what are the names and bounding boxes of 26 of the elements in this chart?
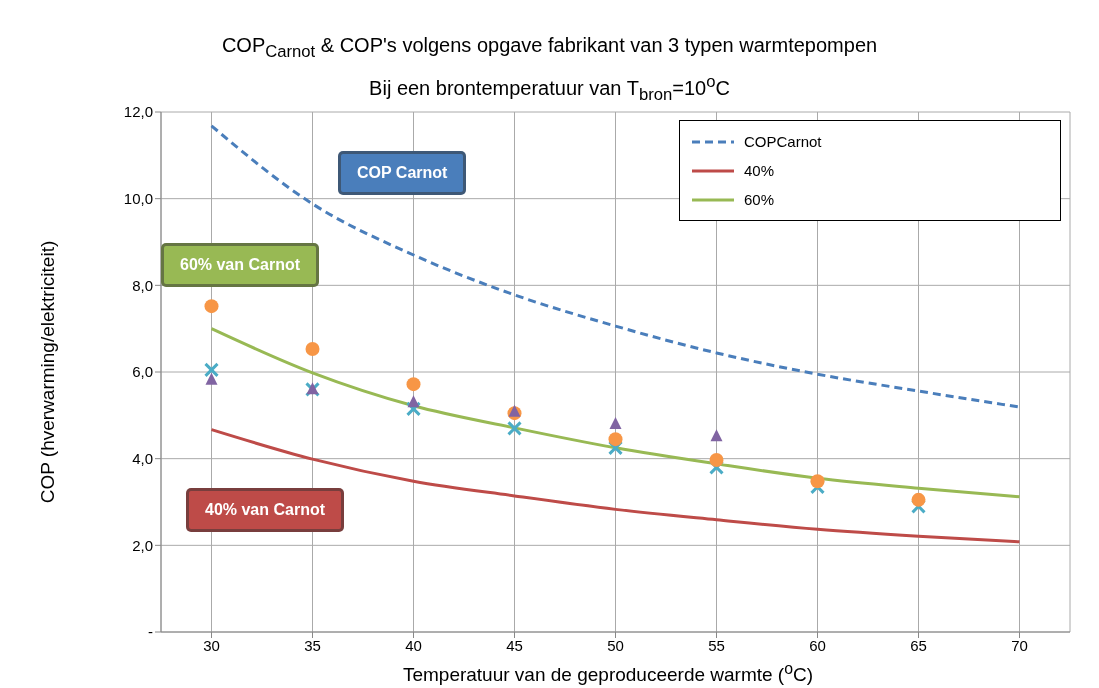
x-tick-label: 30 — [203, 636, 220, 654]
callout-box: COP Carnot — [338, 151, 467, 195]
x-tick-label: 55 — [708, 636, 725, 654]
callout-box: 60% van Carnot — [161, 243, 320, 287]
x-tick-label: 65 — [910, 636, 927, 654]
legend-label: 40% — [744, 162, 775, 179]
y-tick-label: 6,0 — [132, 363, 153, 381]
y-tick-label: 10,0 — [123, 189, 153, 207]
chart-title: COP$_{Carnot}$ & COP's volgens opgave fabrikant van 3 typen warmtepompen — [220, 33, 879, 63]
y-tick-label: 12,0 — [123, 103, 153, 121]
legend-label: COPCarnot — [744, 133, 822, 150]
x-axis-title: Temperatuur van de geproduceerde warmte ($^{o}$C) — [401, 660, 815, 687]
x-tick-label: 35 — [304, 636, 321, 654]
y-tick-label: 4,0 — [132, 449, 153, 467]
x-tick-label: 40 — [405, 636, 422, 654]
x-tick-label: 45 — [506, 636, 523, 654]
y-axis-title: COP (hverwarming/elektriciteit) — [37, 240, 59, 504]
x-tick-label: 70 — [1011, 636, 1028, 654]
y-tick-label: 2,0 — [132, 536, 153, 554]
x-tick-label: 50 — [607, 636, 624, 654]
legend-label: 60% — [744, 191, 775, 208]
y-tick-label: - — [148, 623, 153, 641]
y-tick-label: 8,0 — [132, 276, 153, 294]
callout-box: 40% van Carnot — [186, 488, 345, 532]
x-tick-label: 60 — [809, 636, 826, 654]
chart-subtitle: Bij een brontemperatuur van T$_{bron}$=10$^{o}$C — [369, 72, 730, 104]
